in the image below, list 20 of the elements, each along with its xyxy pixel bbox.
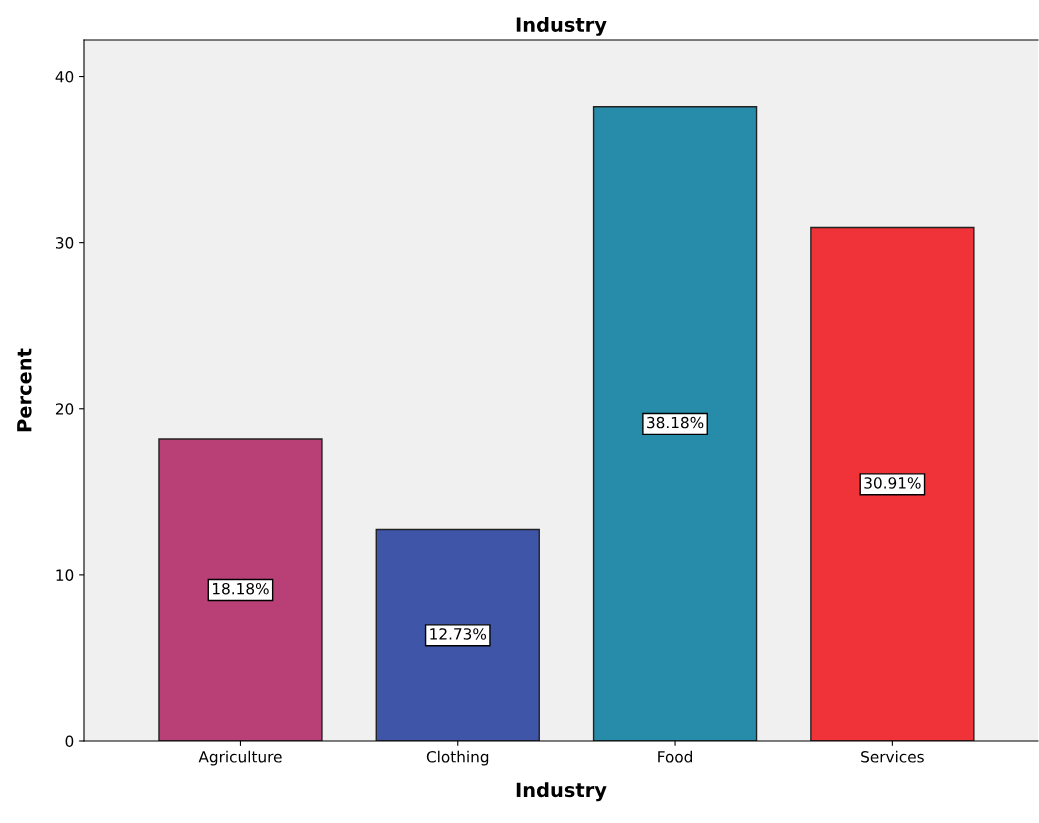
x-axis-title: Industry xyxy=(516,782,607,802)
y-tick-label: 30 xyxy=(56,237,74,249)
x-tick-label: Services xyxy=(861,750,924,763)
bar xyxy=(810,226,975,741)
x-tick-label: Food xyxy=(658,750,692,763)
y-tick-label: 20 xyxy=(55,403,74,415)
data-label: 12.73% xyxy=(430,628,487,640)
bar xyxy=(375,528,540,741)
data-label: 30.91% xyxy=(864,477,921,489)
x-tick-label: Clothing xyxy=(426,750,489,766)
bar xyxy=(158,438,323,741)
y-tick-label: 0 xyxy=(65,735,74,748)
y-axis-title: Percent xyxy=(17,348,32,432)
y-tick-label: 10 xyxy=(56,569,74,581)
bar xyxy=(592,106,758,741)
y-tick-label: 40 xyxy=(55,71,74,83)
x-tick-label: Agriculture xyxy=(198,750,282,766)
chart-title: Industry xyxy=(516,16,607,36)
data-label: 38.18% xyxy=(647,416,704,429)
data-label: 18.18% xyxy=(213,582,269,595)
